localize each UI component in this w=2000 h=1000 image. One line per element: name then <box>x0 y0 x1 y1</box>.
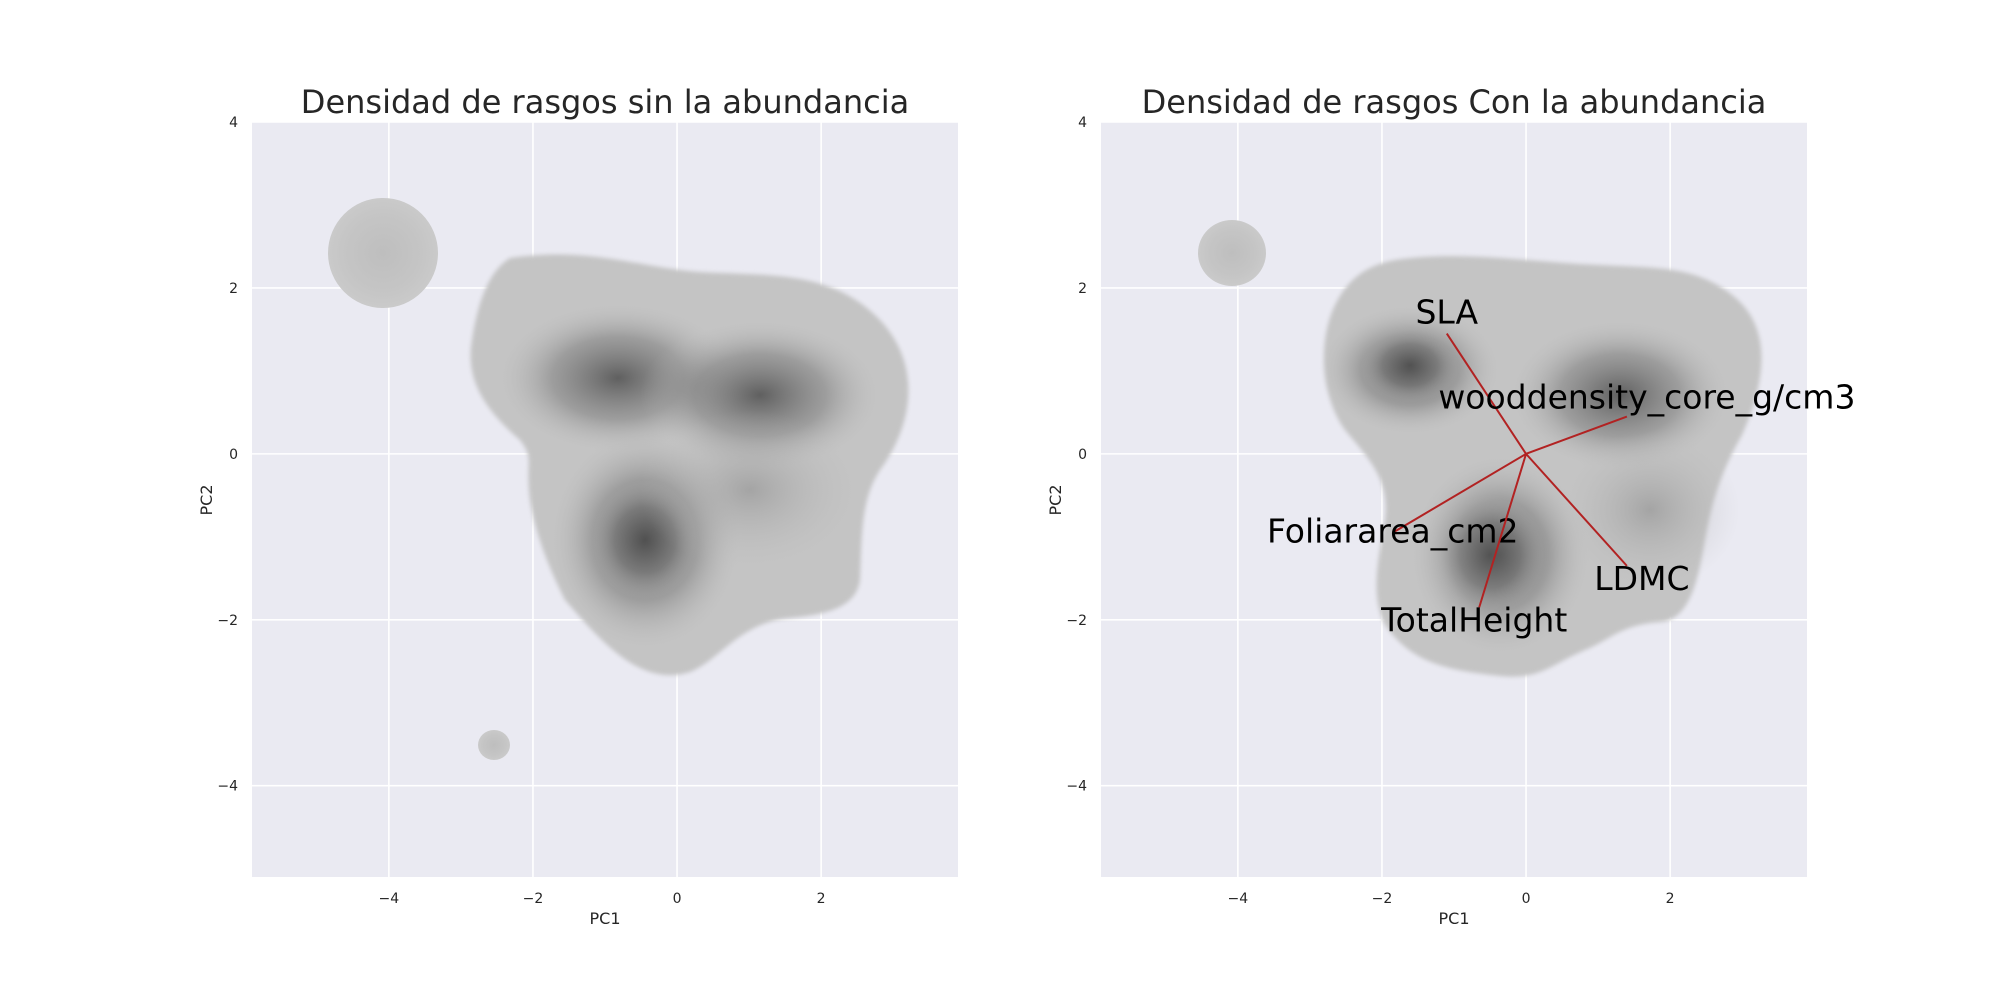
loading-label: Foliararea_cm2 <box>1267 512 1519 551</box>
density-field <box>1198 220 1762 677</box>
loading-label: TotalHeight <box>1380 600 1567 639</box>
y-axis-label: PC2 <box>197 485 216 516</box>
x-tick-label: 0 <box>1522 891 1531 907</box>
density-panel-without-abundance: Densidad de rasgos sin la abundancia −4−… <box>197 83 958 928</box>
y-tick-labels: −4 −2 0 2 4 <box>1066 115 1087 795</box>
x-tick-label: −2 <box>1372 891 1393 907</box>
loading-label: LDMC <box>1594 559 1689 598</box>
density-island <box>478 730 510 760</box>
x-tick-labels: −4 −2 0 2 <box>1228 891 1675 907</box>
loading-vector <box>1525 453 1628 567</box>
density-field <box>328 198 909 760</box>
chart-title: Densidad de rasgos Con la abundancia <box>1142 83 1767 121</box>
x-tick-label: −4 <box>1228 891 1249 907</box>
chart-title: Densidad de rasgos sin la abundancia <box>301 83 909 121</box>
y-tick-labels: −4 −2 0 2 4 <box>217 115 238 795</box>
x-tick-label: −2 <box>523 891 544 907</box>
y-tick-label: 2 <box>229 281 238 297</box>
y-tick-label: −4 <box>1066 779 1087 795</box>
density-island <box>1198 220 1266 286</box>
density-panel-with-abundance: SLA wooddensity_core_g/cm3 Foliararea_cm2 L… <box>1046 83 1855 928</box>
y-tick-label: 4 <box>1078 115 1087 131</box>
density-peak <box>1510 320 1730 470</box>
density-peak <box>1435 495 1545 615</box>
loading-vector <box>1478 453 1527 608</box>
y-tick-label: 4 <box>229 115 238 131</box>
loading-vector <box>1445 333 1527 455</box>
loading-vector <box>1392 453 1527 534</box>
density-shoulder <box>1560 430 1740 590</box>
y-tick-label: −4 <box>217 779 238 795</box>
y-tick-label: −2 <box>1066 613 1087 629</box>
y-tick-label: 0 <box>229 447 238 463</box>
x-tick-label: −4 <box>379 891 400 907</box>
y-tick-label: 0 <box>1078 447 1087 463</box>
loading-label: wooddensity_core_g/cm3 <box>1438 378 1855 417</box>
x-tick-label: 2 <box>817 891 826 907</box>
loading-vectors: SLA wooddensity_core_g/cm3 Foliararea_cm2 L… <box>1267 293 1855 640</box>
x-axis-label: PC1 <box>590 909 621 928</box>
density-island <box>328 198 438 308</box>
x-tick-label: 0 <box>673 891 682 907</box>
loading-label: SLA <box>1415 293 1478 332</box>
x-tick-labels: −4 −2 0 2 <box>379 891 826 907</box>
y-tick-label: −2 <box>217 613 238 629</box>
loading-vector <box>1525 415 1628 455</box>
y-tick-label: 2 <box>1078 281 1087 297</box>
x-tick-label: 2 <box>1666 891 1675 907</box>
x-axis-label: PC1 <box>1439 909 1470 928</box>
density-peak <box>1360 327 1460 403</box>
density-shoulder <box>640 410 860 570</box>
y-axis-label: PC2 <box>1046 485 1065 516</box>
